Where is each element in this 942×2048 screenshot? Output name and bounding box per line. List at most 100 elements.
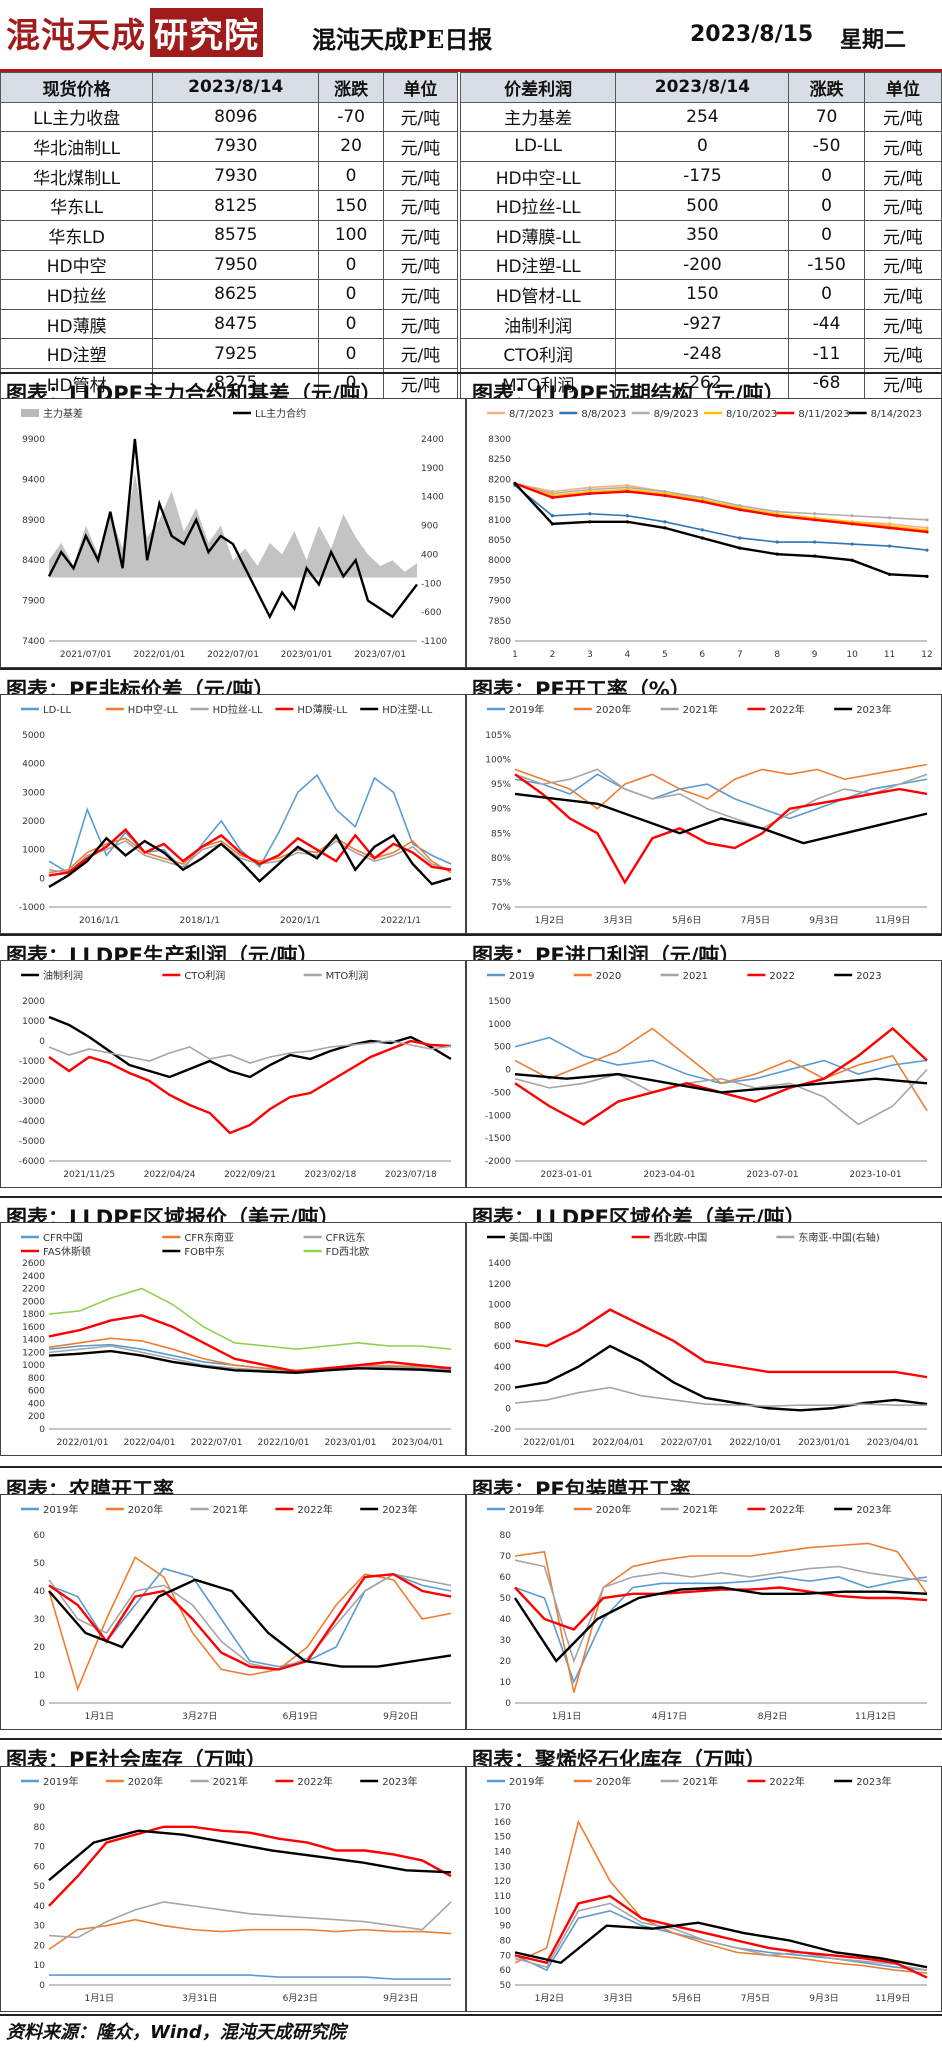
chart-svg-c3: LD-LL HD中空-LL HD拉丝-LL HD薄膜-LL HD注塑-LL -1000 0 1… (19, 703, 452, 926)
y-tick-label: 10 (34, 1961, 46, 1971)
series-line (48, 1567, 452, 1668)
y-tick-label: 1200 (22, 1348, 45, 1358)
chart-legend: 2019年 2020年 2021年 2022年 2023年 (487, 1503, 892, 1516)
x-tick-label: 2023-07-01 (746, 1170, 798, 1180)
y-tick-label: 7900 (488, 597, 511, 607)
y-tick-label: 8250 (488, 455, 511, 465)
y-tick-label: 10 (34, 1671, 46, 1681)
series-point (813, 540, 817, 544)
y-tick-label: 20 (34, 1643, 46, 1653)
x-tick-label: 9月23日 (383, 1993, 418, 2004)
legend-label: 2022年 (297, 1775, 332, 1788)
x-tick-label: 7 (737, 650, 743, 660)
table-cell: 元/吨 (382, 219, 459, 251)
legend-label: FD西北欧 (326, 1246, 369, 1258)
table-row: HD注塑-LL -200 -150 元/吨 (459, 249, 942, 281)
series-line (514, 482, 928, 521)
series-line (514, 1559, 928, 1664)
table-cell: 元/吨 (863, 131, 942, 162)
table-cell: CTO利润 (459, 338, 617, 369)
y-tick-label: 7900 (22, 597, 45, 607)
series-point (738, 536, 742, 540)
table-cell: 元/吨 (382, 249, 459, 281)
table-cell: HD拉丝-LL (459, 190, 617, 221)
table-cell: 元/吨 (863, 160, 942, 192)
x-tick-label: 2022/01/01 (57, 1438, 109, 1448)
section-divider (0, 1466, 942, 1468)
table-row: HD管材-LL 150 0 元/吨 (459, 279, 942, 310)
y-tick-label: 9900 (22, 435, 45, 445)
table-cell: HD中空 (0, 249, 154, 281)
legend-label: FAS休斯顿 (43, 1245, 91, 1258)
legend-label: 8/7/2023 (509, 409, 554, 420)
y-tick-label: 85% (491, 829, 511, 839)
table-row: LD-LL 0 -50 元/吨 (459, 131, 942, 162)
legend-label: 2019年 (509, 1503, 544, 1516)
series-line (514, 1069, 928, 1126)
spread-table-header-cell: 价差利润 (459, 72, 617, 103)
x-tick-label: 9月3日 (809, 915, 838, 926)
legend-label: 2019年 (509, 1775, 544, 1788)
x-tick-label: 2023/02/18 (304, 1170, 356, 1180)
x-tick-label: 9 (812, 650, 818, 660)
table-cell: HD注塑 (0, 338, 154, 369)
y-tick-label: 0 (505, 1699, 511, 1709)
y-tick-label: 60 (34, 1531, 46, 1541)
y-tick-label: 8150 (488, 496, 511, 506)
table-row: HD拉丝 8625 0 元/吨 (0, 279, 459, 310)
series-line (48, 1039, 452, 1135)
x-tick-label: 2022/04/01 (124, 1438, 176, 1448)
series-point (700, 500, 704, 504)
table-cell: 华东LL (0, 190, 154, 221)
series-line (48, 827, 452, 877)
series-point (925, 530, 929, 534)
series-line (514, 1894, 928, 1979)
y-right-tick-label: 1400 (421, 493, 444, 503)
section-divider (0, 1196, 942, 1198)
table-cell: 元/吨 (863, 219, 942, 251)
x-tick-label: 2020/1/1 (280, 916, 320, 926)
y-tick-label: 8900 (22, 516, 45, 526)
y-tick-label: 30 (34, 1615, 46, 1625)
chart-legend: 主力基差 LL主力合约 (21, 407, 306, 420)
section-divider (0, 2014, 942, 2016)
legend-label: 2019 (509, 971, 534, 982)
series-point (700, 528, 704, 532)
chart-panel: 2019年 2020年 2021年 2022年 2023年 0 10 20 30 40 50 60 70… (466, 1494, 942, 1730)
x-tick-label: 1 (512, 650, 518, 660)
y-right-tick-label: 400 (421, 550, 438, 560)
x-tick-label: 1月2日 (535, 915, 564, 926)
chart-legend: 8/7/2023 8/8/2023 8/9/2023 8/10/2023 8/11/20… (487, 409, 922, 420)
table-cell: 0 (788, 160, 865, 192)
section-divider (0, 372, 942, 374)
x-tick-label: 8月2日 (758, 1711, 787, 1722)
legend-label: 2022年 (769, 1775, 804, 1788)
series-line (514, 1586, 928, 1631)
x-tick-label: 5 (662, 650, 668, 660)
table-row: LL主力收盘 8096 -70 元/吨 (0, 101, 459, 133)
table-cell: 0 (318, 308, 384, 340)
legend-label: 2023年 (856, 703, 891, 716)
x-tick-label: 6月23日 (283, 1993, 318, 2004)
chart-legend: 2019 2020 2021 2022 2023 (487, 971, 882, 982)
y-tick-label: 1000 (488, 1301, 511, 1311)
x-tick-label: 2022/07/01 (191, 1438, 243, 1448)
x-tick-label: 2022/04/01 (592, 1438, 644, 1448)
x-tick-label: 2023/01/01 (325, 1438, 377, 1448)
y-tick-label: 50 (500, 1981, 512, 1991)
y-tick-label: 30 (500, 1636, 512, 1646)
table-cell: 8625 (152, 279, 320, 310)
y-tick-label: -2000 (485, 1157, 511, 1167)
y-tick-label: 1600 (22, 1323, 45, 1333)
y-tick-label: 600 (494, 1342, 511, 1352)
y-tick-label: 400 (494, 1363, 511, 1373)
y-tick-label: 70 (34, 1843, 46, 1853)
series-line (514, 1902, 928, 1971)
chart-svg-c2: 8/7/2023 8/8/2023 8/9/2023 8/10/2023 8/11/20… (487, 409, 933, 660)
series-point (625, 489, 629, 494)
series-point (850, 522, 854, 526)
y-right-tick-label: 2400 (421, 435, 444, 445)
chart-svg-c7: CFR中国 CFR东南亚 CFR远东 FAS休斯顿 FOB中东 FD西北欧 0 200 400 6… (21, 1231, 452, 1448)
legend-label: 8/11/2023 (798, 409, 849, 420)
y-tick-label: 75% (491, 878, 511, 888)
